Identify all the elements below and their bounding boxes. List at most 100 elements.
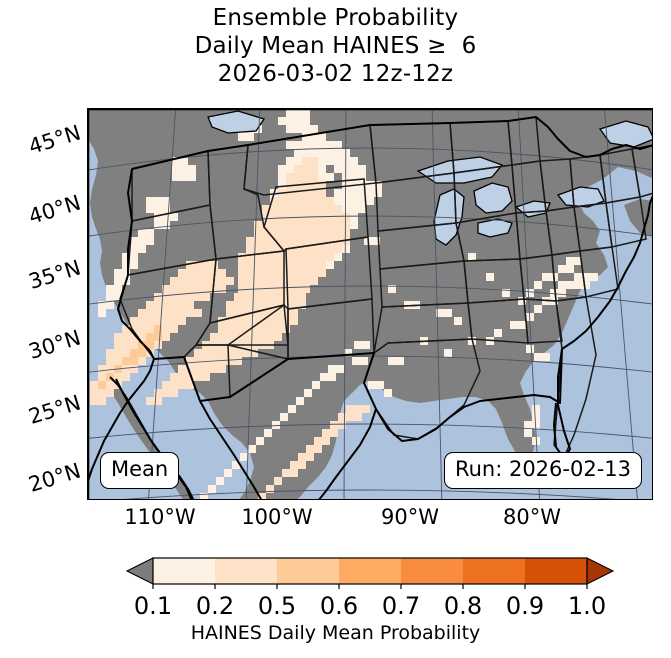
probability-cell — [342, 197, 350, 205]
coast-mexico-east — [318, 408, 377, 499]
probability-cell — [250, 293, 258, 301]
probability-cell — [250, 301, 258, 309]
probability-cell — [238, 269, 246, 277]
probability-cell — [170, 389, 178, 397]
probability-cell — [290, 293, 298, 301]
probability-cell — [162, 213, 170, 221]
probability-cell — [194, 357, 202, 365]
probability-cell — [286, 205, 294, 213]
probability-cell — [130, 333, 138, 341]
probability-cell — [368, 381, 376, 389]
probability-cell — [98, 309, 106, 317]
probability-cell — [186, 277, 194, 285]
probability-cell — [326, 229, 334, 237]
probability-cell — [154, 301, 162, 309]
state-va-md — [605, 196, 647, 248]
probability-cell — [310, 221, 318, 229]
probability-cell — [146, 301, 154, 309]
colorbar-band — [463, 558, 525, 584]
probability-cell — [98, 381, 106, 389]
probability-cell — [178, 317, 186, 325]
probability-cell — [242, 349, 250, 357]
probability-cell — [262, 261, 270, 269]
probability-cell — [262, 221, 270, 229]
probability-cell — [574, 273, 582, 281]
probability-cell — [350, 157, 358, 165]
probability-cell — [302, 221, 310, 229]
probability-cell — [318, 237, 326, 245]
probability-cell — [154, 213, 162, 221]
probability-cell — [326, 173, 334, 181]
probability-cell — [162, 285, 170, 293]
border-us-canada-east — [535, 116, 652, 158]
probability-cell — [334, 253, 342, 261]
probability-cell — [318, 221, 326, 229]
probability-cell — [218, 317, 226, 325]
probability-cell — [122, 365, 130, 373]
probability-cell — [298, 301, 306, 309]
probability-cell — [170, 301, 178, 309]
map-axes[interactable]: Mean Run: 2026-02-13 — [87, 108, 653, 500]
map-rendering — [88, 109, 652, 499]
probability-cell — [178, 277, 186, 285]
probability-cell — [122, 269, 130, 277]
probability-cell — [262, 285, 270, 293]
probability-cell — [138, 341, 146, 349]
colorbar-tick-label: 1.0 — [567, 592, 607, 620]
probability-cell — [338, 413, 346, 421]
graticule-layer — [88, 109, 652, 499]
probability-cell — [210, 285, 218, 293]
probability-cell — [264, 429, 272, 437]
probability-cell — [274, 293, 282, 301]
probability-cell — [246, 133, 254, 141]
probability-cell — [266, 309, 274, 317]
probability-cell — [326, 213, 334, 221]
probability-cell — [318, 173, 326, 181]
probability-cell — [162, 381, 170, 389]
probability-cell — [180, 165, 188, 173]
probability-cell — [254, 237, 262, 245]
probability-cell — [232, 461, 240, 469]
probability-cell — [310, 237, 318, 245]
colorbar-tick-label: 0.6 — [319, 592, 359, 620]
probability-cell — [302, 109, 310, 117]
probability-cell — [294, 229, 302, 237]
probability-cell — [202, 365, 210, 373]
probability-cell — [534, 281, 542, 289]
probability-cell — [202, 269, 210, 277]
probability-cell — [162, 197, 170, 205]
probability-cell — [294, 277, 302, 285]
probability-cell — [186, 309, 194, 317]
probability-cell — [542, 273, 550, 281]
colorbar-band — [401, 558, 463, 584]
probability-cell — [170, 381, 178, 389]
colorbar[interactable] — [125, 556, 615, 590]
probability-cell — [302, 253, 310, 261]
probability-cell — [320, 373, 328, 381]
run-label-box[interactable]: Run: 2026-02-13 — [443, 452, 642, 489]
probability-cell — [114, 349, 122, 357]
probability-cell — [270, 229, 278, 237]
probability-cell — [342, 229, 350, 237]
probability-cell — [582, 281, 590, 289]
probability-cell — [178, 293, 186, 301]
member-label-box[interactable]: Mean — [100, 452, 180, 489]
probability-cell — [282, 293, 290, 301]
probability-cell — [162, 333, 170, 341]
probability-cell — [146, 237, 154, 245]
probability-cell — [318, 261, 326, 269]
probability-cell — [238, 253, 246, 261]
colorbar-tick-label: 0.8 — [443, 592, 483, 620]
probability-cell — [218, 349, 226, 357]
probability-cell — [534, 305, 542, 313]
probability-cell — [312, 381, 320, 389]
probability-cell — [278, 173, 286, 181]
meridian-90 — [604, 109, 638, 499]
probability-cell — [310, 149, 318, 157]
probability-cell — [170, 325, 178, 333]
probability-cell — [202, 373, 210, 381]
probability-cell — [186, 373, 194, 381]
probability-cell — [170, 373, 178, 381]
probability-cell — [306, 445, 314, 453]
